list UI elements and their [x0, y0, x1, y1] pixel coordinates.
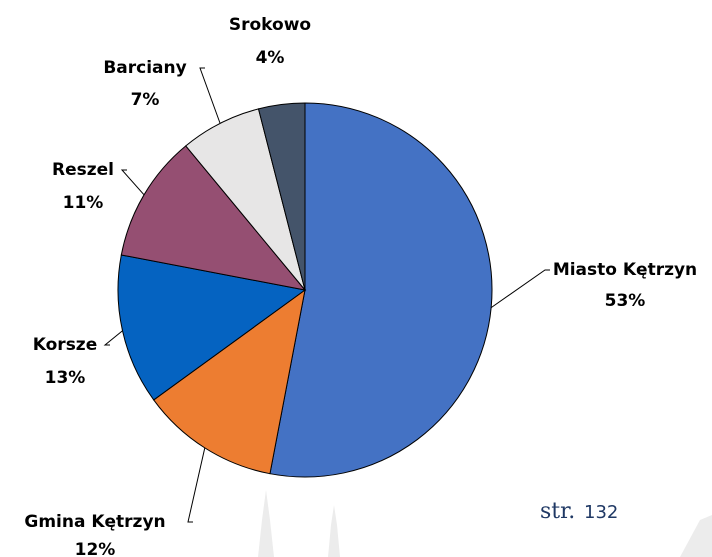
leader-line	[103, 330, 123, 346]
slice-value-label: 7%	[131, 90, 160, 110]
pie-slice	[269, 102, 493, 478]
slice-label: Gmina Kętrzyn	[24, 512, 165, 532]
slice-value-label: 12%	[75, 540, 116, 557]
pie-slice	[120, 145, 307, 291]
page-number: 132	[584, 502, 618, 523]
pie-slice	[257, 102, 306, 291]
slice-label: Miasto Kętrzyn	[553, 260, 697, 280]
slice-value-label: 13%	[45, 368, 86, 388]
background-decoration	[258, 490, 712, 557]
leader-line	[120, 169, 145, 196]
leader-line	[187, 447, 206, 523]
slice-label: Barciany	[103, 58, 186, 78]
slice-value-label: 4%	[256, 48, 285, 68]
pie-slice	[153, 288, 306, 475]
leader-line	[490, 269, 550, 309]
slice-label: Korsze	[33, 335, 97, 355]
slice-value-label: 53%	[605, 291, 646, 311]
page-number-prefix: str.	[540, 499, 575, 524]
slice-label: Srokowo	[229, 15, 311, 35]
slice-label: Reszel	[52, 160, 114, 180]
leader-line	[199, 67, 221, 124]
slice-value-label: 11%	[63, 193, 104, 213]
